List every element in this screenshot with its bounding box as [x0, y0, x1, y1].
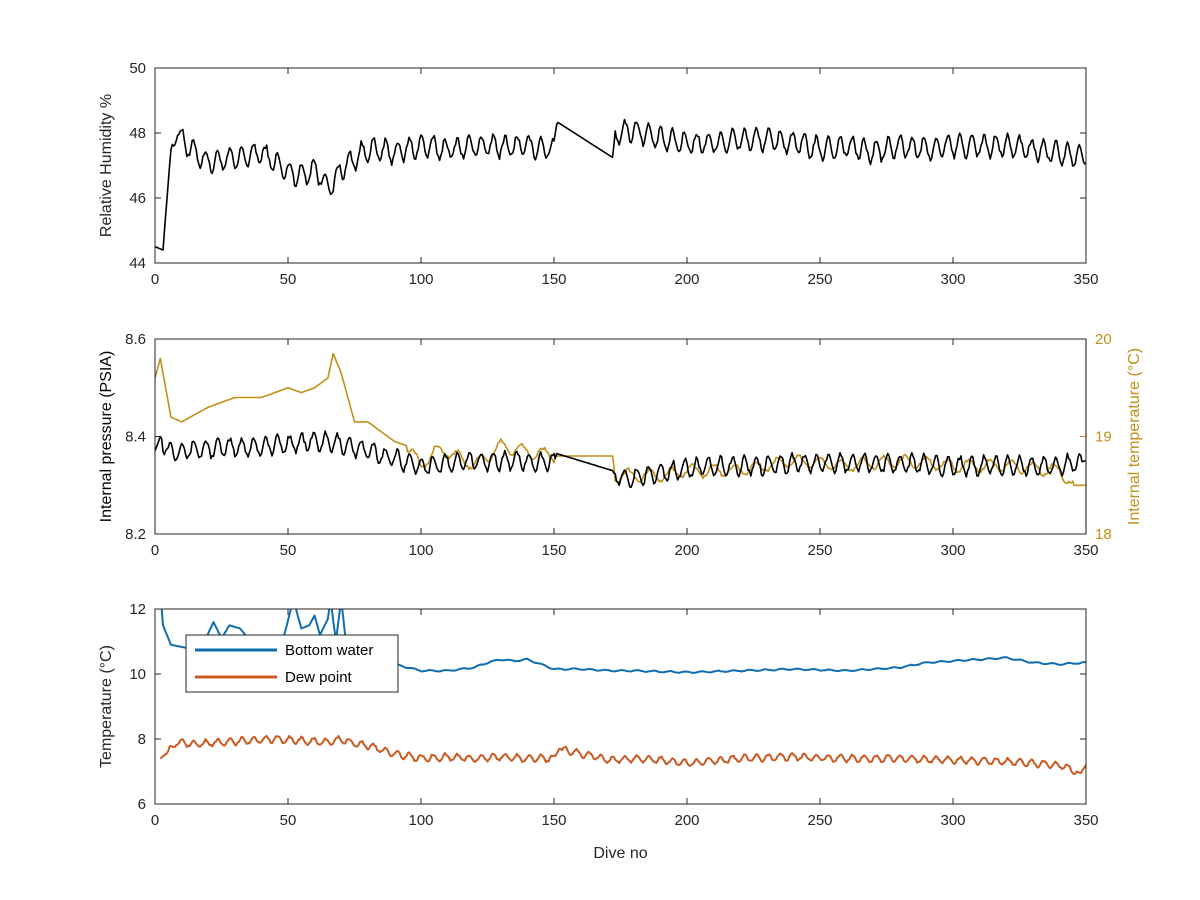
y2-tick-label: 18 — [1095, 526, 1112, 543]
x-tick-label: 100 — [408, 271, 433, 288]
x-tick-label: 350 — [1073, 271, 1098, 288]
y2-tick-label: 20 — [1095, 331, 1112, 348]
x-tick-label: 250 — [807, 812, 832, 829]
temperature-axes-frame — [154, 608, 1087, 805]
x-tick-label: 50 — [280, 271, 297, 288]
dew-point-series-line — [159, 734, 1086, 776]
x-tick-label: 350 — [1073, 542, 1098, 559]
humidity-plot-area — [155, 68, 1086, 263]
x-tick-label: 300 — [940, 812, 965, 829]
y2-tick-label: 19 — [1095, 429, 1112, 446]
y-tick-label: 44 — [129, 255, 146, 272]
pressure-plot-area — [155, 339, 1086, 534]
y-tick-label: 50 — [129, 60, 146, 77]
x-tick-label: 150 — [541, 812, 566, 829]
y-tick-label: 8.4 — [125, 429, 146, 446]
x-tick-label: 50 — [280, 812, 297, 829]
pressure-axes-frame — [154, 338, 1087, 535]
x-tick-label: 0 — [151, 542, 159, 559]
legend-label-bottom-water: Bottom water — [285, 642, 373, 659]
pressure-lines — [155, 352, 1086, 489]
x-tick-label: 0 — [151, 812, 159, 829]
x-tick-label: 200 — [674, 812, 699, 829]
x-tick-label: 300 — [940, 271, 965, 288]
humidity-lines — [155, 118, 1086, 251]
x-tick-label: 200 — [674, 542, 699, 559]
y-tick-label: 46 — [129, 190, 146, 207]
x-tick-label: 200 — [674, 271, 699, 288]
y-tick-label: 8.2 — [125, 526, 146, 543]
y-tick-label: 10 — [129, 666, 146, 683]
legend-box — [185, 634, 399, 693]
bottom-water-series-line — [160, 609, 1086, 674]
y-tick-label: 8 — [138, 731, 146, 748]
x-tick-label: 250 — [807, 542, 832, 559]
x-tick-label: 350 — [1073, 812, 1098, 829]
temperature-lines — [159, 609, 1086, 776]
humidity-series-line — [155, 118, 1086, 251]
x-tick-label: 0 — [151, 271, 159, 288]
y-tick-label: 48 — [129, 125, 146, 142]
x-tick-label: 250 — [807, 271, 832, 288]
humidity-panel: 0 50 100 150 200 250 300 350 44 46 48 50 Relative H… — [98, 60, 1099, 288]
humidity-y-axis-label: Relative Humidity % — [98, 94, 115, 237]
x-tick-label: 150 — [541, 542, 566, 559]
x-tick-label: 50 — [280, 542, 297, 559]
x-tick-label: 100 — [408, 542, 433, 559]
x-tick-label: 100 — [408, 812, 433, 829]
x-tick-label: 150 — [541, 271, 566, 288]
legend: Bottom water Dew point — [185, 634, 399, 693]
y-tick-label: 8.6 — [125, 331, 146, 348]
pressure-series-line — [155, 430, 1086, 489]
y-tick-label: 12 — [129, 601, 146, 618]
y-tick-label: 6 — [138, 796, 146, 813]
internal-temperature-y-axis-label: Internal temperature (°C) — [1126, 348, 1143, 525]
temperature-y-axis-label: Temperature (°C) — [98, 645, 115, 768]
pressure-panel: 0 50 100 150 200 250 300 350 8.2 8.4 8.6 18 19 20 Int… — [98, 331, 1143, 559]
x-axis-label: Dive no — [593, 845, 647, 862]
humidity-ticks: 0 50 100 150 200 250 300 350 44 46 48 50 — [129, 60, 1098, 288]
temperature-panel: 0 50 100 150 200 250 300 350 6 8 10 12 Temperature … — [98, 601, 1099, 862]
pressure-y-axis-label: Internal pressure (PSIA) — [98, 351, 115, 523]
x-tick-label: 300 — [940, 542, 965, 559]
humidity-axes-frame — [154, 67, 1087, 264]
legend-label-dew-point: Dew point — [285, 669, 353, 686]
